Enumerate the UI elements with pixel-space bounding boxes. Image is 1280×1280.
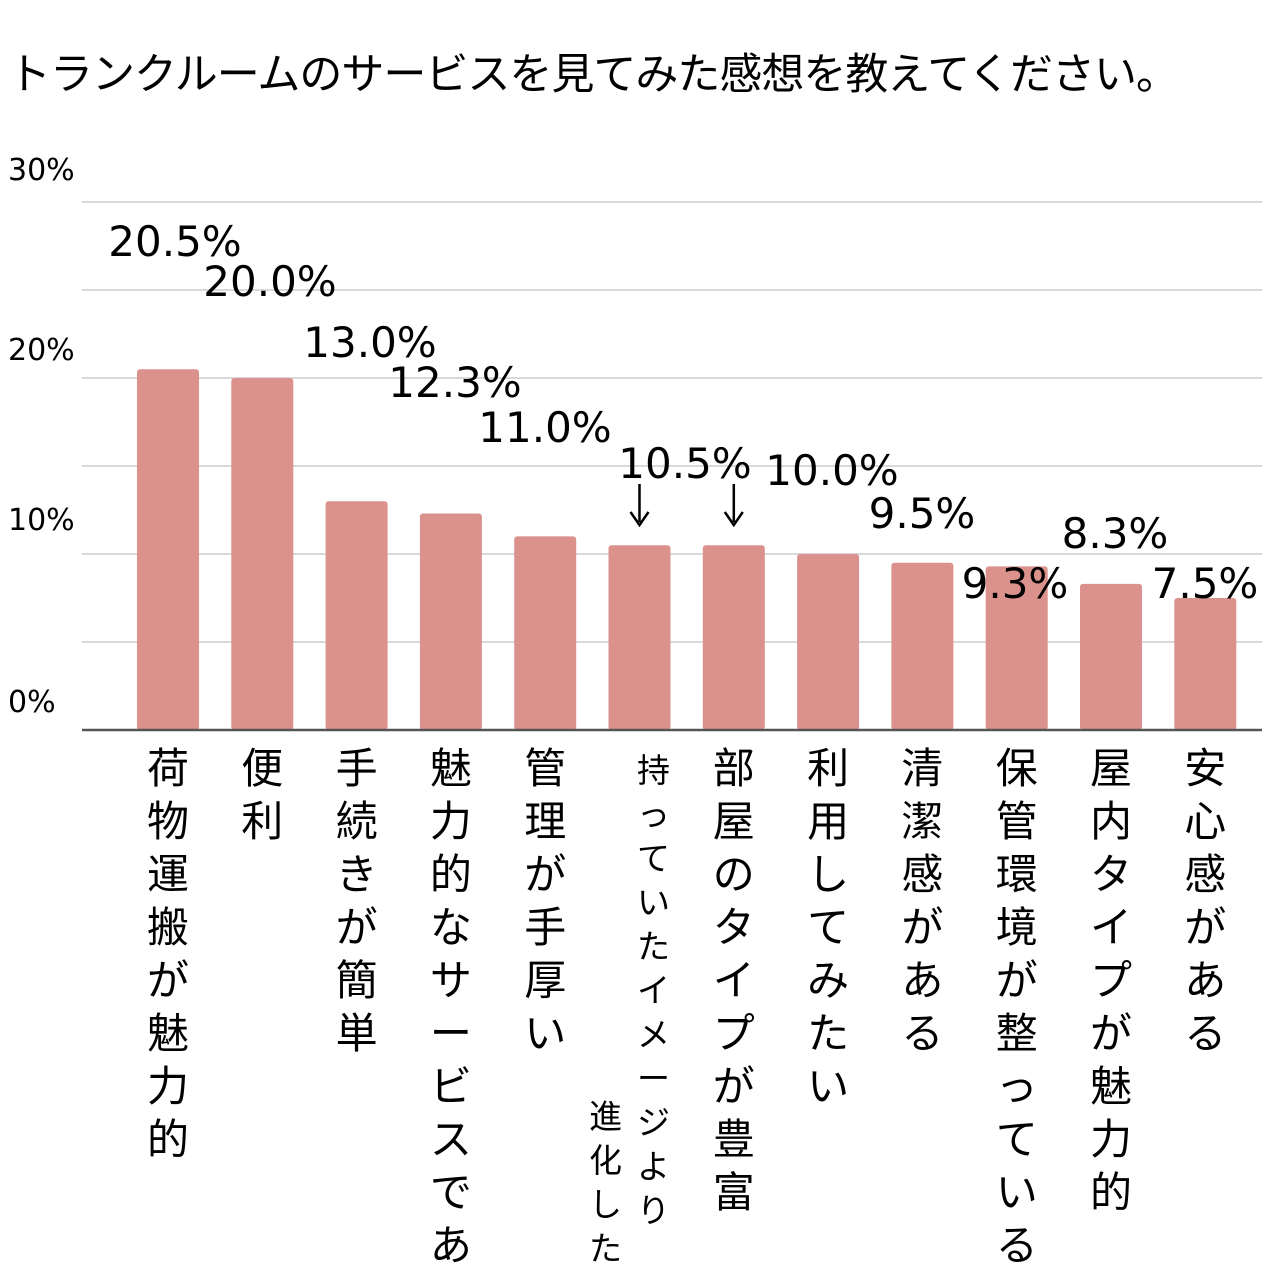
data-label: 20.0% bbox=[203, 257, 336, 306]
category-label: 便利 bbox=[241, 744, 283, 846]
bar bbox=[891, 562, 954, 730]
category-labels: 荷物運搬が魅力的 便利 手続きが簡単 魅力的なサービスである 管理が手厚い 持っていたイメ… bbox=[147, 744, 1226, 1280]
data-label: 12.3% bbox=[388, 358, 521, 407]
category-label: 管理が手厚い bbox=[524, 744, 566, 1058]
data-label: 13.0% bbox=[303, 318, 436, 367]
y-tick-label: 0% bbox=[8, 685, 56, 720]
data-label: 20.5% bbox=[108, 217, 241, 266]
arrow-head bbox=[723, 511, 744, 528]
bar bbox=[1080, 583, 1142, 730]
y-axis-ticks: 0% 10% 20% 30% bbox=[8, 153, 75, 720]
bar bbox=[702, 545, 765, 730]
y-tick-label: 10% bbox=[8, 503, 75, 538]
bar bbox=[985, 566, 1048, 730]
bar bbox=[231, 378, 294, 730]
bar bbox=[797, 554, 860, 730]
category-label: 利用してみたい bbox=[807, 744, 849, 1111]
data-label: 10.5% bbox=[618, 439, 751, 488]
data-label: 10.0% bbox=[765, 446, 898, 495]
bar bbox=[137, 369, 199, 730]
bar bbox=[1174, 598, 1237, 730]
y-tick-label: 20% bbox=[8, 333, 75, 368]
category-label: 魅力的なサービスである bbox=[430, 744, 472, 1280]
data-label: 7.5% bbox=[1152, 559, 1259, 608]
category-label: 保管環境が整っている bbox=[996, 744, 1038, 1270]
data-label: 11.0% bbox=[478, 403, 611, 452]
chart-title: トランクルームのサービスを見てみた感想を教えてください。 bbox=[8, 50, 1179, 100]
category-label: 屋内タイプが魅力的 bbox=[1090, 744, 1132, 1217]
category-label: 部屋のタイプが豊富 bbox=[713, 744, 755, 1217]
data-label: 9.3% bbox=[962, 559, 1069, 608]
category-label: 進化した bbox=[589, 1097, 622, 1268]
arrow-head bbox=[629, 511, 650, 528]
bar bbox=[608, 545, 671, 730]
category-label: 荷物運搬が魅力的 bbox=[147, 744, 189, 1164]
category-label: 安心感がある bbox=[1184, 744, 1226, 1058]
category-label: 手続きが簡単 bbox=[336, 744, 378, 1058]
category-label: 清潔感がある bbox=[901, 744, 943, 1058]
category-label: 持っていたイメージより bbox=[637, 751, 670, 1230]
bar bbox=[419, 513, 482, 730]
data-label: 8.3% bbox=[1062, 509, 1169, 558]
bar bbox=[325, 501, 388, 730]
value-labels: 20.5%20.0% 13.0%12.3%11.0%10.5% 10.0%9.5% 9… bbox=[108, 217, 1258, 608]
bars bbox=[137, 369, 1237, 730]
data-label: 9.5% bbox=[869, 489, 976, 538]
bar bbox=[514, 536, 577, 730]
y-tick-label: 30% bbox=[8, 153, 75, 188]
annotation-arrows bbox=[629, 484, 744, 528]
